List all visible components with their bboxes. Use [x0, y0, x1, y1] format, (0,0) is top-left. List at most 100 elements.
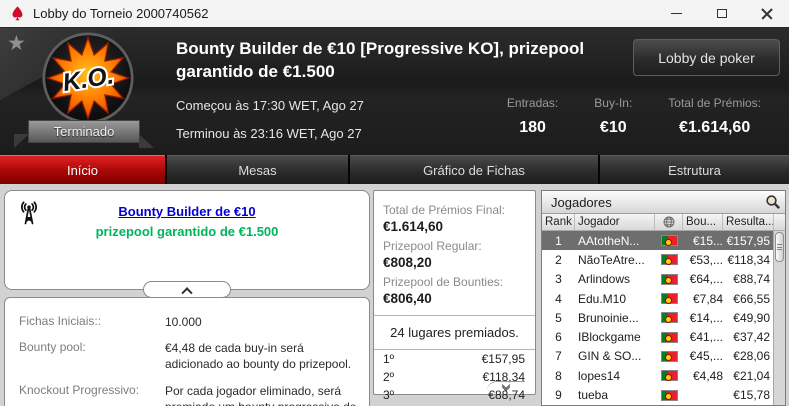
column-rank[interactable]: Rank — [542, 214, 575, 230]
tournament-link[interactable]: Bounty Builder de €10 — [118, 204, 256, 219]
player-row[interactable]: 9 tueba €15,78 — [542, 385, 785, 405]
detail-value: Por cada jogador eliminado, será premiad… — [165, 383, 361, 406]
detail-row-bounty-pool: Bounty pool: €4,48 de cada buy-in será a… — [19, 340, 369, 372]
search-icon — [766, 195, 781, 210]
prize-row-1: 1º €157,95 — [374, 350, 535, 368]
lobby-de-poker-button[interactable]: Lobby de poker — [633, 39, 780, 76]
stat-label: Buy-In: — [594, 96, 633, 110]
regular-prizepool-value: €808,20 — [383, 255, 432, 270]
pokerstars-spade-icon — [12, 6, 23, 21]
portugal-flag-icon — [660, 350, 678, 362]
prize-row-2: 2º €118,34 — [374, 368, 535, 386]
tab-inicio[interactable]: Início — [0, 155, 165, 184]
status-badge: Terminado — [14, 120, 154, 148]
maximize-icon — [716, 9, 727, 18]
column-result[interactable]: Resulta... — [723, 214, 774, 230]
total-prizes-label: Total de Prémios Final: — [383, 203, 506, 217]
paid-places-note: 24 lugares premiados. — [374, 315, 535, 350]
detail-text: Por cada jogador eliminado, será premiad… — [165, 383, 356, 406]
detail-row-starting-chips: Fichas Iniciais:: 10.000 — [19, 314, 369, 330]
detail-row-progressive-ko: Knockout Progressivo: Por cada jogador e… — [19, 383, 369, 406]
player-row[interactable]: 2 NãoTeAtre... €53,... €118,34 — [542, 250, 785, 270]
stat-entries: Entradas: 180 — [489, 96, 576, 137]
stat-value: €10 — [599, 119, 627, 136]
detail-label: Bounty pool: — [19, 340, 86, 355]
stat-value: 180 — [519, 119, 546, 136]
column-bounty[interactable]: Bou... — [683, 214, 723, 230]
portugal-flag-icon — [660, 293, 678, 305]
tournament-header: K.O. Bounty Builder de €10 [Progressive … — [0, 28, 789, 155]
prizes-panel: Total de Prémios Final: €1.614,60 Prizep… — [373, 190, 536, 402]
close-icon — [761, 8, 773, 20]
portugal-flag-icon — [660, 389, 678, 401]
total-prizes-value: €1.614,60 — [383, 219, 444, 234]
portugal-flag-icon — [660, 254, 678, 266]
players-column-headers: Rank Jogador Bou... Resulta... — [542, 214, 785, 231]
close-button[interactable] — [744, 0, 789, 27]
sort-arrow-icon — [573, 219, 574, 225]
globe-icon — [663, 216, 674, 228]
tab-estrutura[interactable]: Estrutura — [600, 155, 789, 184]
regular-prizepool-label: Prizepool Regular: — [383, 239, 482, 253]
detail-value: €4,48 de cada buy-in será adicionado ao … — [165, 341, 352, 372]
main-content: Bounty Builder de €10 prizepool garantid… — [0, 184, 789, 406]
prize-rank: 2º — [383, 370, 395, 384]
stat-value: €1.614,60 — [679, 119, 751, 136]
minimize-button[interactable] — [654, 0, 699, 27]
antenna-icon — [21, 201, 37, 225]
players-header: Jogadores — [542, 191, 785, 214]
stat-buyin: Buy-In: €10 — [576, 96, 650, 137]
tournament-title: Bounty Builder de €10 [Progressive KO], … — [176, 39, 585, 81]
detail-value: 10.000 — [165, 315, 202, 329]
prize-amount: €157,95 — [481, 352, 525, 366]
prize-rank: 3º — [383, 388, 395, 402]
window-title: Lobby do Torneio 2000740562 — [33, 6, 209, 21]
ko-burst-icon: K.O. — [42, 32, 134, 124]
portugal-flag-icon — [660, 235, 678, 247]
favorite-star-icon[interactable] — [7, 31, 26, 56]
tab-bar: Início Mesas Gráfico de Fichas Estrutura — [0, 155, 789, 184]
portugal-flag-icon — [660, 312, 678, 324]
column-player[interactable]: Jogador — [575, 214, 655, 230]
announcement-panel: Bounty Builder de €10 prizepool garantid… — [4, 190, 370, 298]
portugal-flag-icon — [660, 370, 678, 382]
player-row[interactable]: 4 Edu.M10 €7,84 €66,55 — [542, 288, 785, 309]
tab-mesas[interactable]: Mesas — [167, 155, 348, 184]
detail-label: Knockout Progressivo: — [19, 382, 140, 397]
minimize-icon — [671, 13, 682, 14]
prize-amount: €118,34 — [482, 370, 526, 384]
tab-grafico-de-fichas[interactable]: Gráfico de Fichas — [350, 155, 598, 184]
player-row[interactable]: 7 GIN & SO... €45,... €28,06 — [542, 346, 785, 367]
player-row[interactable]: 5 Brunoinie... €14,... €49,90 — [542, 308, 785, 328]
search-players-button[interactable] — [761, 192, 785, 212]
ko-badge: K.O. — [42, 32, 134, 124]
player-row[interactable]: 3 Arlindows €64,... €88,74 — [542, 269, 785, 289]
titlebar[interactable]: Lobby do Torneio 2000740562 — [0, 0, 789, 28]
maximize-button[interactable] — [699, 0, 744, 27]
stat-label: Total de Prémios: — [668, 96, 761, 110]
details-panel: Fichas Iniciais:: 10.000 Bounty pool: €4… — [4, 297, 370, 406]
players-scrollbar[interactable] — [773, 231, 785, 405]
guarantee-text: prizepool garantido de €1.500 — [95, 224, 279, 239]
column-country[interactable] — [655, 214, 683, 230]
player-row[interactable]: 1 AAtotheN... €15... €157,95 — [542, 231, 785, 251]
players-rows: 1 AAtotheN... €15... €157,95 2 NãoTeAtre… — [542, 231, 785, 405]
bounty-prizepool-value: €806,40 — [383, 291, 432, 306]
portugal-flag-icon — [660, 273, 678, 285]
player-row[interactable]: 8 lopes14 €4,48 €21,04 — [542, 366, 785, 386]
collapse-panel-button[interactable] — [143, 281, 231, 298]
tournament-times: Começou às 17:30 WET, Ago 27 Terminou às… — [176, 98, 364, 154]
players-title: Jogadores — [551, 194, 612, 210]
stat-total-prizes: Total de Prémios: €1.614,60 — [650, 96, 779, 137]
bounty-prizepool-label: Prizepool de Bounties: — [383, 275, 504, 289]
player-row[interactable]: 6 IBlockgame €41,... €37,42 — [542, 327, 785, 347]
scrollbar-thumb[interactable] — [775, 232, 784, 262]
prize-rank: 1º — [383, 352, 395, 366]
expand-prizes-button[interactable] — [487, 380, 525, 394]
start-time: Começou às 17:30 WET, Ago 27 — [176, 98, 364, 113]
header-stats: Entradas: 180 Buy-In: €10 Total de Prémi… — [489, 96, 779, 137]
portugal-flag-icon — [660, 331, 678, 343]
stat-label: Entradas: — [506, 96, 559, 110]
end-time: Terminou às 23:16 WET, Ago 27 — [176, 126, 362, 141]
